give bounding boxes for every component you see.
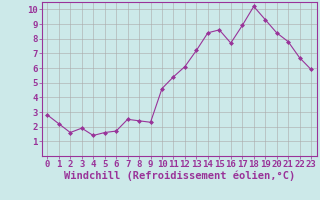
X-axis label: Windchill (Refroidissement éolien,°C): Windchill (Refroidissement éolien,°C) [64,171,295,181]
